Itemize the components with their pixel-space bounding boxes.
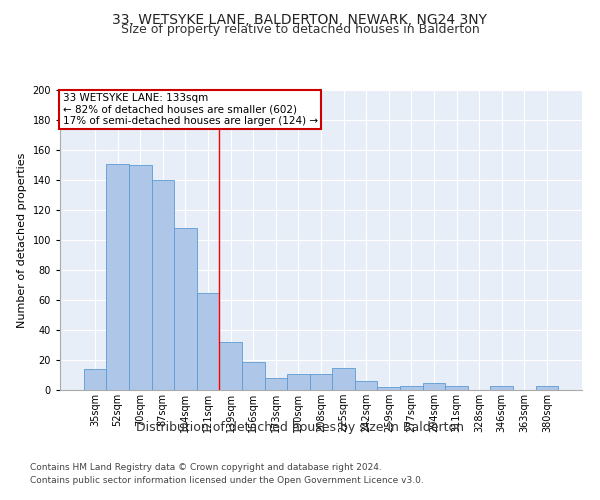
Bar: [197, 292, 220, 390]
Bar: [84, 369, 106, 390]
Bar: [377, 387, 400, 390]
Bar: [220, 342, 242, 390]
Text: Size of property relative to detached houses in Balderton: Size of property relative to detached ho…: [121, 22, 479, 36]
Bar: [490, 386, 513, 390]
Bar: [174, 228, 197, 390]
Bar: [265, 378, 287, 390]
Bar: [129, 165, 152, 390]
Bar: [400, 386, 422, 390]
Bar: [445, 386, 468, 390]
Bar: [310, 374, 332, 390]
Bar: [332, 368, 355, 390]
Bar: [106, 164, 129, 390]
Text: 33 WETSYKE LANE: 133sqm
← 82% of detached houses are smaller (602)
17% of semi-d: 33 WETSYKE LANE: 133sqm ← 82% of detache…: [62, 93, 318, 126]
Bar: [355, 381, 377, 390]
Text: Contains HM Land Registry data © Crown copyright and database right 2024.: Contains HM Land Registry data © Crown c…: [30, 464, 382, 472]
Text: Contains public sector information licensed under the Open Government Licence v3: Contains public sector information licen…: [30, 476, 424, 485]
Bar: [242, 362, 265, 390]
Bar: [422, 382, 445, 390]
Bar: [152, 180, 174, 390]
Y-axis label: Number of detached properties: Number of detached properties: [17, 152, 27, 328]
Bar: [287, 374, 310, 390]
Bar: [536, 386, 558, 390]
Text: Distribution of detached houses by size in Balderton: Distribution of detached houses by size …: [136, 421, 464, 434]
Text: 33, WETSYKE LANE, BALDERTON, NEWARK, NG24 3NY: 33, WETSYKE LANE, BALDERTON, NEWARK, NG2…: [113, 12, 487, 26]
